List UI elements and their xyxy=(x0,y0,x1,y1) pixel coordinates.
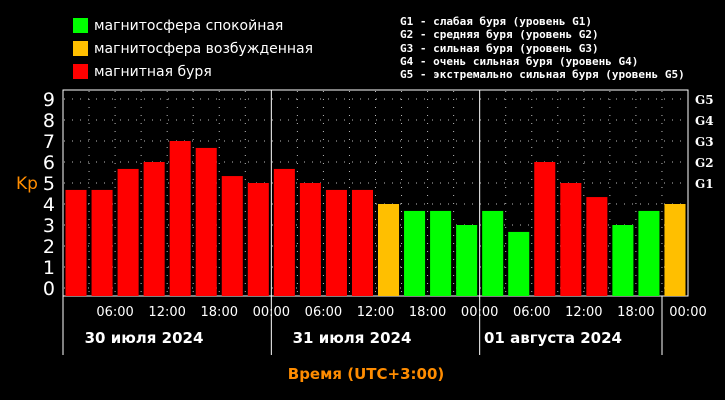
g-scale-tick-label: G4 xyxy=(695,114,714,128)
bar-storm xyxy=(117,168,139,296)
legend-label-storm: магнитная буря xyxy=(94,63,212,80)
y-axis-label: Kp xyxy=(16,174,38,194)
day-label-1: 30 июля 2024 xyxy=(84,329,204,347)
g-scale-tick-label: G3 xyxy=(695,135,714,149)
y-tick-label: 3 xyxy=(43,215,55,237)
x-tick-label: 18:00 xyxy=(617,305,654,320)
x-tick-label: 00:00 xyxy=(461,305,498,320)
bar-storm xyxy=(247,183,269,296)
g-scale-tick-label: G1 xyxy=(695,177,714,191)
x-tick-label: 18:00 xyxy=(201,305,238,320)
legend-label-quiet: магнитосфера спокойная xyxy=(94,17,284,34)
y-tick-label: 1 xyxy=(43,257,55,279)
g-scale-item-g5: G5 - экстремально сильная буря (уровень … xyxy=(400,68,685,82)
x-axis-title: Время (UTC+3:00) xyxy=(287,365,445,383)
day-label-3: 01 августа 2024 xyxy=(483,329,623,347)
bar-storm xyxy=(195,147,217,296)
bar-storm xyxy=(586,197,608,296)
legend-item-active: магнитосфера возбужденная xyxy=(73,37,313,60)
bar-storm xyxy=(65,189,87,296)
y-tick-label: 2 xyxy=(43,236,55,258)
g-scale-tick-label: G2 xyxy=(695,156,714,170)
legend-item-quiet: магнитосфера спокойная xyxy=(73,14,313,37)
x-tick-label: 12:00 xyxy=(148,305,185,320)
g-scale-item-g4: G4 - очень сильная буря (уровень G4) xyxy=(400,54,639,68)
bar-storm xyxy=(91,189,113,296)
bar-quiet xyxy=(404,210,426,296)
bar-quiet xyxy=(456,225,478,296)
g-scale-list: G1 - слабая буря (уровень G1) G2 - средн… xyxy=(400,15,685,81)
x-tick-label: 00:00 xyxy=(253,305,290,320)
x-tick-label: 06:00 xyxy=(305,305,342,320)
bar-storm xyxy=(273,168,295,296)
bar-storm xyxy=(534,162,556,296)
x-tick-label: 18:00 xyxy=(409,305,446,320)
bar-quiet xyxy=(482,210,504,296)
bar-storm xyxy=(560,183,582,296)
y-tick-label: 9 xyxy=(43,89,55,111)
y-tick-label: 6 xyxy=(43,152,55,174)
bar-storm xyxy=(143,162,165,296)
bar-active xyxy=(664,204,686,296)
plot-frame xyxy=(62,89,689,297)
g-scale-tick-label: G5 xyxy=(695,93,714,107)
bar-quiet xyxy=(638,210,660,296)
bar-storm xyxy=(351,189,373,296)
x-tick-label: 12:00 xyxy=(357,305,394,320)
legend: магнитосфера спокойная магнитосфера возб… xyxy=(73,14,313,83)
y-tick-label: 0 xyxy=(43,278,55,300)
x-tick-label: 12:00 xyxy=(565,305,602,320)
x-tick-label: 00:00 xyxy=(669,305,706,320)
y-tick-label: 5 xyxy=(43,173,55,195)
legend-swatch-storm xyxy=(73,64,88,79)
legend-swatch-quiet xyxy=(73,18,88,33)
y-tick-label: 8 xyxy=(43,110,55,132)
bar-storm xyxy=(325,189,347,296)
bar-quiet xyxy=(508,231,530,296)
bar-quiet xyxy=(430,210,452,296)
x-tick-label: 06:00 xyxy=(513,305,550,320)
legend-swatch-active xyxy=(73,41,88,56)
legend-label-active: магнитосфера возбужденная xyxy=(94,40,314,57)
bar-storm xyxy=(169,141,191,296)
legend-item-storm: магнитная буря xyxy=(73,60,313,83)
g-scale-item-g2: G2 - средняя буря (уровень G2) xyxy=(400,28,599,42)
g-scale-item-g1: G1 - слабая буря (уровень G1) xyxy=(400,15,593,28)
bar-storm xyxy=(221,176,243,296)
y-tick-label: 7 xyxy=(43,131,55,153)
y-tick-label: 4 xyxy=(43,194,55,216)
bar-storm xyxy=(299,183,321,296)
g-scale-item-g3: G3 - сильная буря (уровень G3) xyxy=(400,41,599,55)
bar-quiet xyxy=(612,225,634,296)
bar-active xyxy=(378,204,400,296)
day-label-2: 31 июля 2024 xyxy=(292,329,412,347)
x-tick-label: 06:00 xyxy=(96,305,133,320)
